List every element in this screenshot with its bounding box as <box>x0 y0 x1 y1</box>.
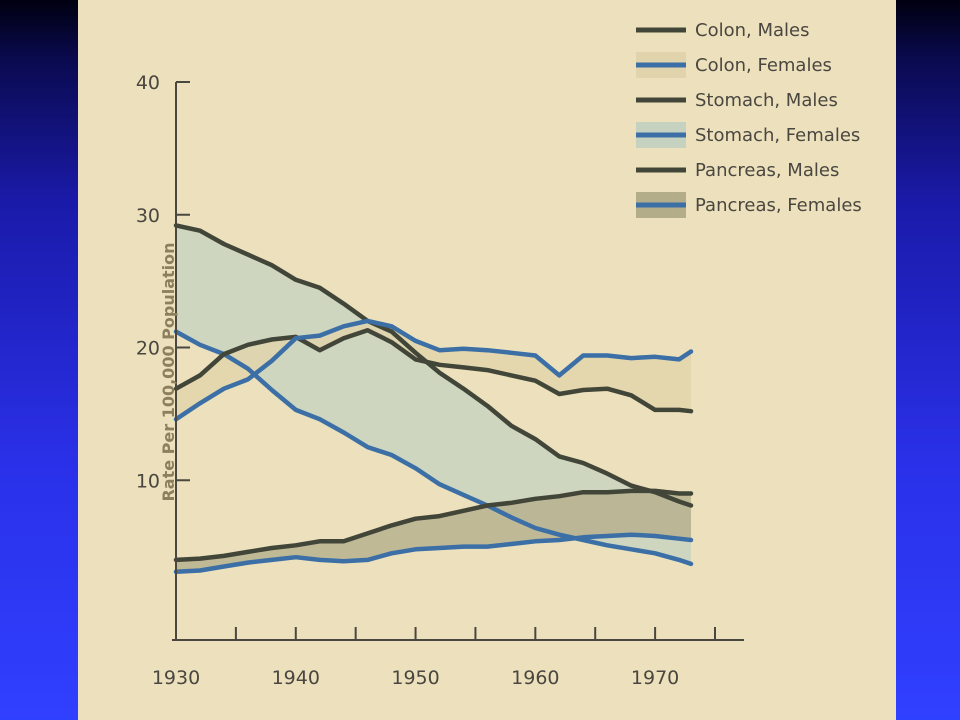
chart-slide: 10 20 30 40 1930 1940 1950 1960 1970 Rate Per 10… <box>78 0 896 720</box>
series-line-colon-males <box>173 327 694 414</box>
legend-label: Pancreas, Females <box>695 195 862 216</box>
x-tick-label: 1930 <box>152 667 200 689</box>
x-tick-label: 1970 <box>631 667 679 689</box>
series-line-stomach-males <box>173 223 694 508</box>
x-tick-label: 1940 <box>272 667 320 689</box>
mortality-trend-chart: 10 20 30 40 1930 1940 1950 1960 1970 Rate Per 10… <box>136 20 862 689</box>
series-line-pancreas-females <box>173 532 694 575</box>
series-line-colon-females <box>173 318 694 422</box>
series-line-stomach-females <box>173 329 694 567</box>
legend-label: Colon, Females <box>695 55 832 76</box>
x-tick-label: 1960 <box>511 667 559 689</box>
legend: Colon, Males Colon, Females Stomach, Males… <box>636 20 862 218</box>
legend-label: Pancreas, Males <box>695 160 839 181</box>
lines-layer <box>173 223 694 575</box>
legend-label: Colon, Males <box>695 20 809 41</box>
series-line-pancreas-males <box>173 488 694 563</box>
band-colon <box>176 320 691 420</box>
y-tick-label: 30 <box>136 205 160 227</box>
y-tick-label: 20 <box>136 338 160 360</box>
bands-layer <box>176 225 691 572</box>
y-tick-label: 10 <box>136 470 160 492</box>
tick-labels-layer: 10 20 30 40 1930 1940 1950 1960 1970 <box>136 72 679 689</box>
axes-layer <box>172 81 744 641</box>
legend-label: Stomach, Males <box>695 90 838 111</box>
y-tick-label: 40 <box>136 72 160 94</box>
band-stomach <box>176 225 691 564</box>
x-tick-label: 1950 <box>391 667 439 689</box>
y-axis-title: Rate Per 100,000 Population <box>159 242 178 501</box>
legend-label: Stomach, Females <box>695 125 860 146</box>
band-pancreas <box>176 490 691 572</box>
